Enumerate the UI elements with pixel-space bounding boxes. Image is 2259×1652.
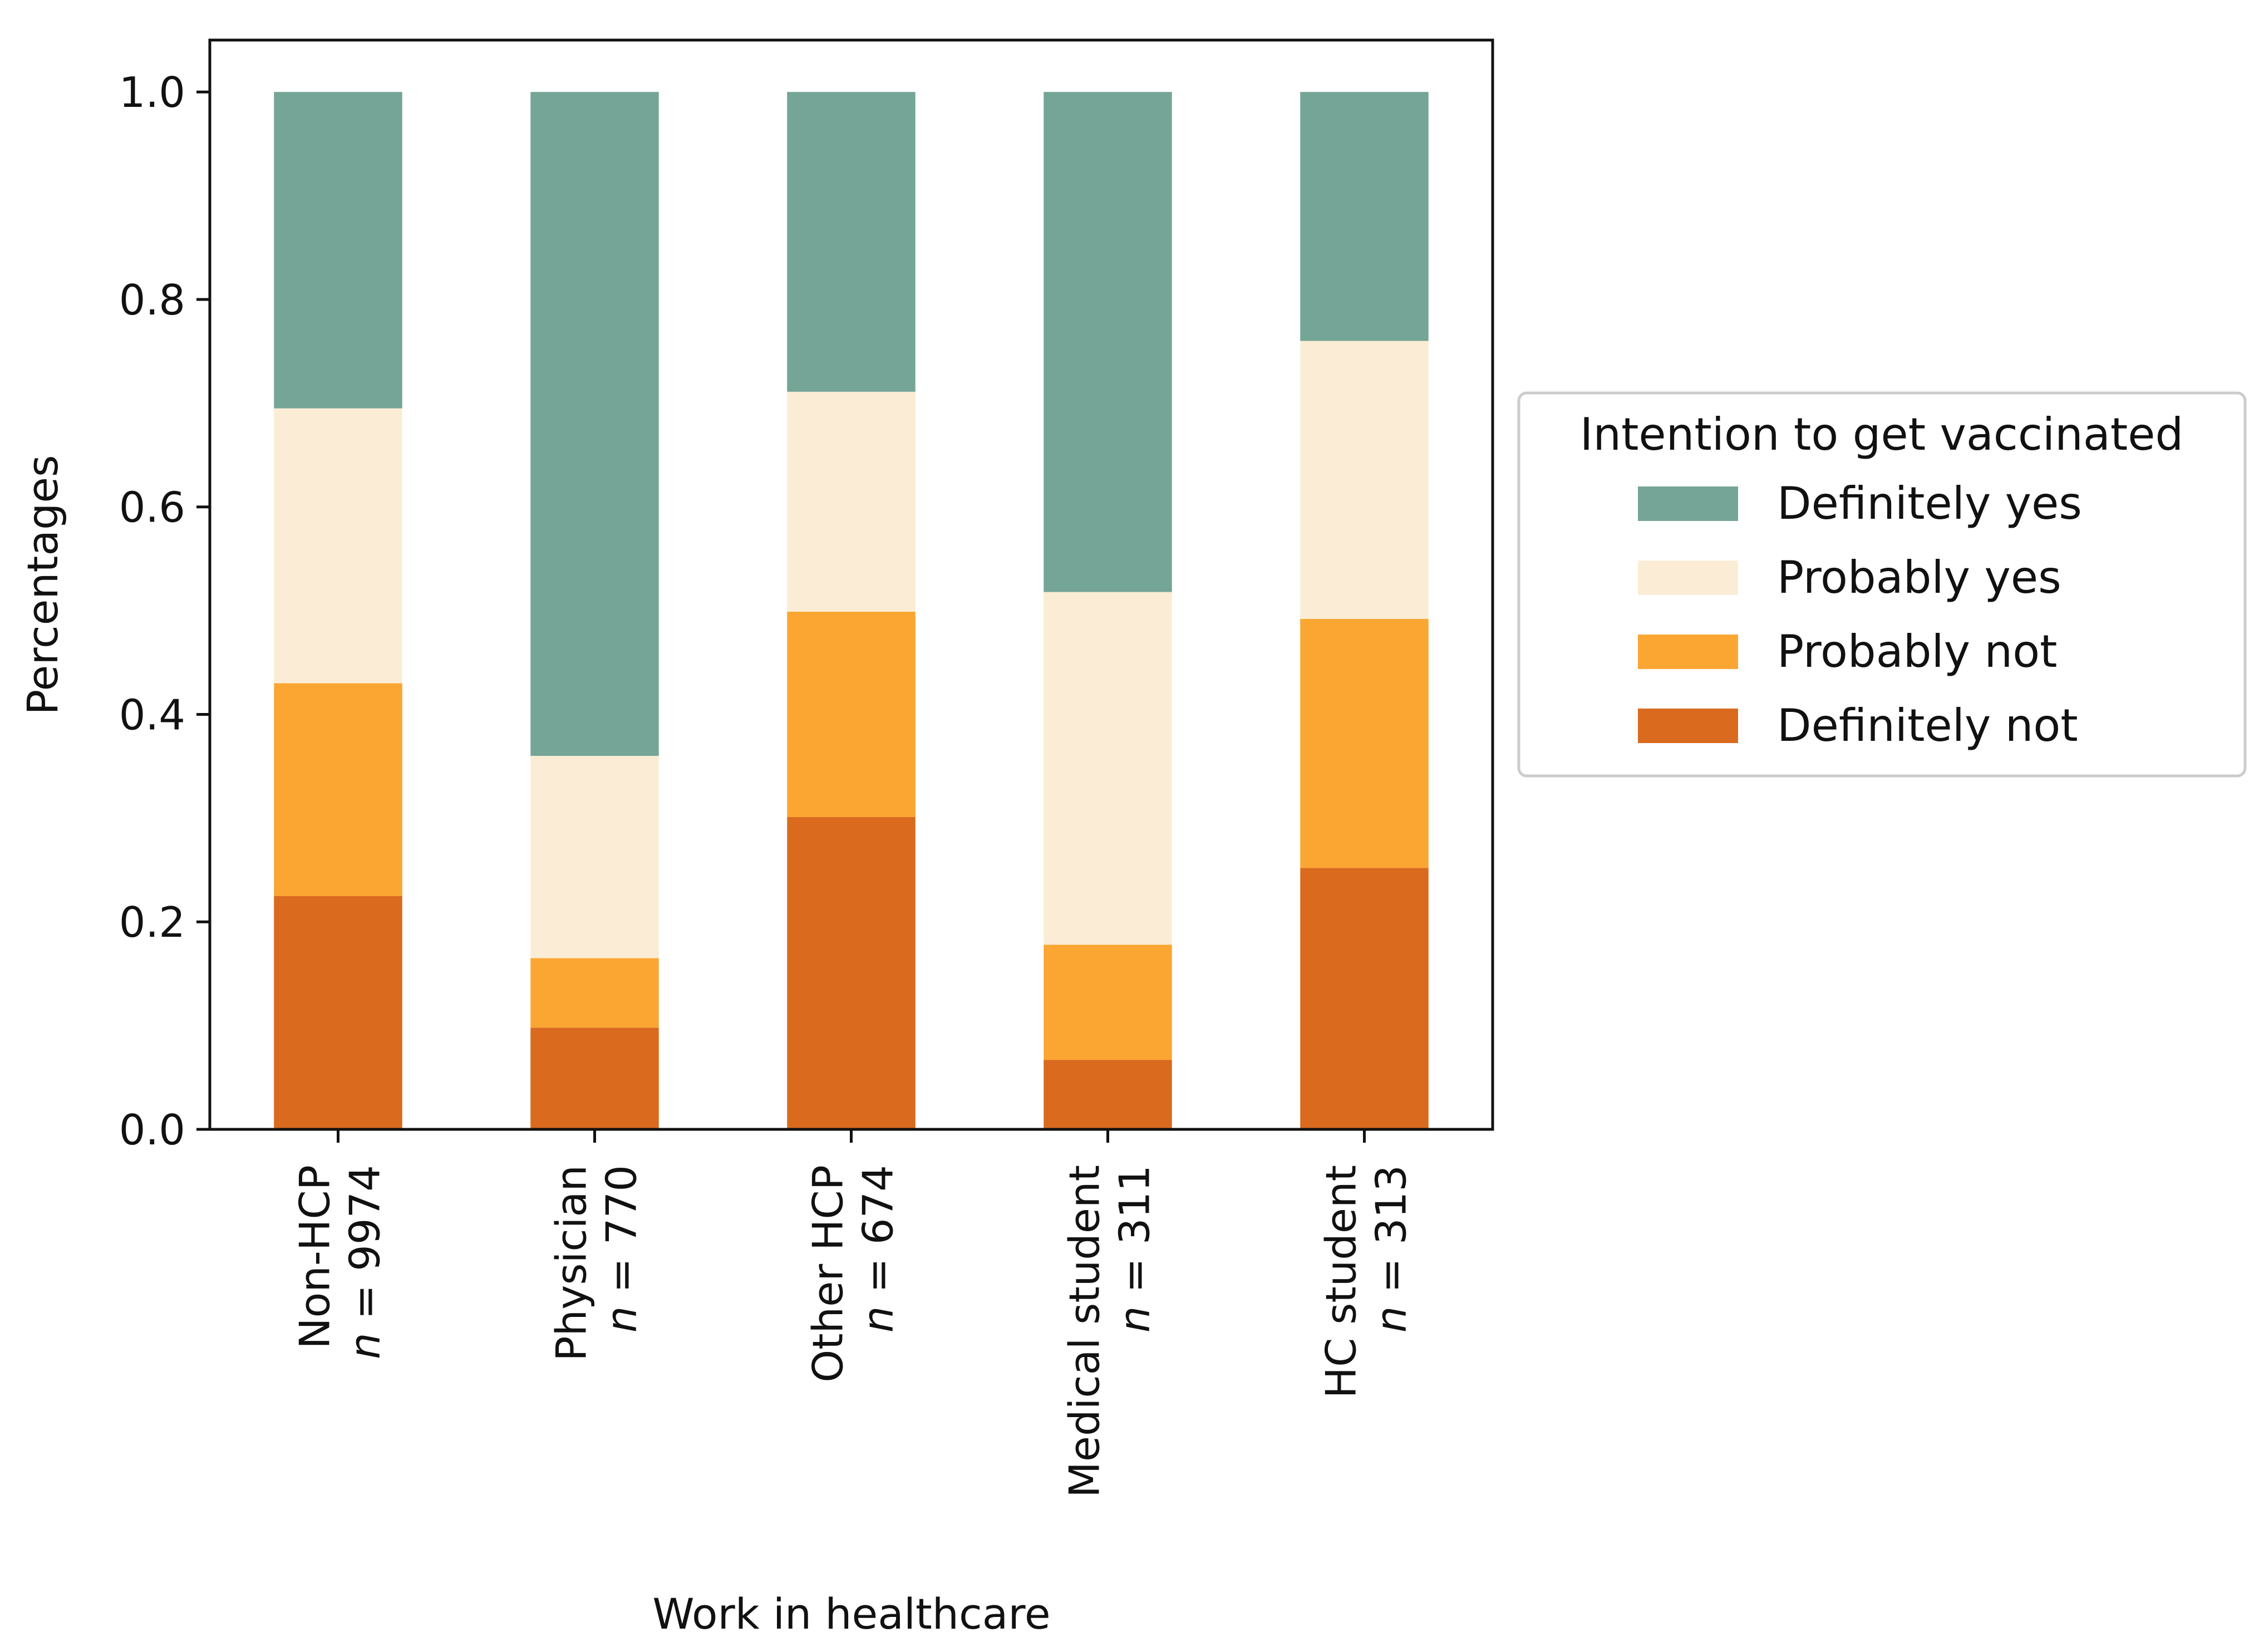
x-tick-label-medical-student: Medical student n = 311 [1060,1165,1159,1498]
x-tick-category: Non-HCP [291,1165,339,1349]
bar-other-hcp-probably-not [787,611,916,817]
y-tick-label: 0.6 [119,483,185,532]
x-tick-label-non-hcp: Non-HCP n = 9974 [291,1165,390,1359]
x-tick-category: Medical student [1060,1165,1109,1498]
bar-non-hcp-probably-not [274,683,402,896]
bars-layer [274,92,1429,1129]
bar-non-hcp-probably-yes [274,408,402,684]
bar-medical-student-probably-not [1044,945,1172,1060]
x-tick-label-hc-student: HC student n = 313 [1317,1165,1416,1398]
bar-medical-student-definitely-yes [1044,92,1172,592]
legend-swatch-definitely-yes [1638,486,1738,521]
y-tick-label: 1.0 [119,68,185,117]
x-tick-count: n = 9974 [341,1165,390,1359]
y-tick-label: 0.0 [119,1105,185,1154]
bar-other-hcp-definitely-not [787,817,916,1129]
bar-non-hcp-definitely-yes [274,92,402,409]
y-tick-label: 0.4 [119,690,185,739]
bar-physician-probably-not [530,958,659,1028]
bar-physician-probably-yes [530,756,659,958]
legend-label-definitely-not: Definitely not [1777,700,2078,751]
bar-hc-student-definitely-yes [1300,92,1429,341]
bar-physician-definitely-yes [530,92,659,756]
y-axis-title: Percentages [18,455,67,715]
bar-medical-student-probably-yes [1044,592,1172,945]
legend-swatch-definitely-not [1638,709,1738,743]
x-tick-label-physician: Physician n = 770 [547,1165,646,1361]
bar-other-hcp-probably-yes [787,391,916,612]
x-tick-category: Physician [547,1165,596,1361]
x-tick-count: n = 674 [854,1165,903,1333]
x-tick-count: n = 311 [1110,1165,1159,1333]
x-tick-category: HC student [1317,1165,1366,1398]
legend: Intention to get vaccinated Definitely y… [1517,391,2247,778]
y-axis: 0.0 0.2 0.4 0.6 0.8 1.0 [119,68,210,1154]
bar-other-hcp-definitely-yes [787,92,916,392]
bar-medical-student-definitely-not [1044,1060,1172,1129]
x-tick-label-other-hcp: Other HCP n = 674 [804,1165,903,1383]
bar-hc-student-definitely-not [1300,868,1429,1129]
legend-title: Intention to get vaccinated [1580,409,2183,460]
legend-label-probably-not: Probably not [1777,626,2058,677]
y-tick-label: 0.2 [119,898,185,947]
legend-items: Definitely yes Probably yes Probably not De… [1638,478,2082,751]
y-tick-label: 0.8 [119,276,185,324]
bar-non-hcp-definitely-not [274,896,402,1129]
bar-physician-definitely-not [530,1027,659,1129]
legend-label-probably-yes: Probably yes [1777,552,2061,603]
legend-label-definitely-yes: Definitely yes [1777,478,2082,529]
x-axis: Non-HCP n = 9974 Physician n = 770 Other HCP… [291,1129,1416,1498]
bar-hc-student-probably-yes [1300,341,1429,620]
x-axis-title: Work in healthcare [652,1589,1050,1639]
x-tick-category: Other HCP [804,1165,853,1383]
x-tick-count: n = 770 [597,1165,646,1333]
x-tick-count: n = 313 [1367,1165,1416,1333]
legend-swatch-probably-not [1638,635,1738,669]
legend-swatch-probably-yes [1638,560,1738,595]
bar-hc-student-probably-not [1300,619,1429,868]
